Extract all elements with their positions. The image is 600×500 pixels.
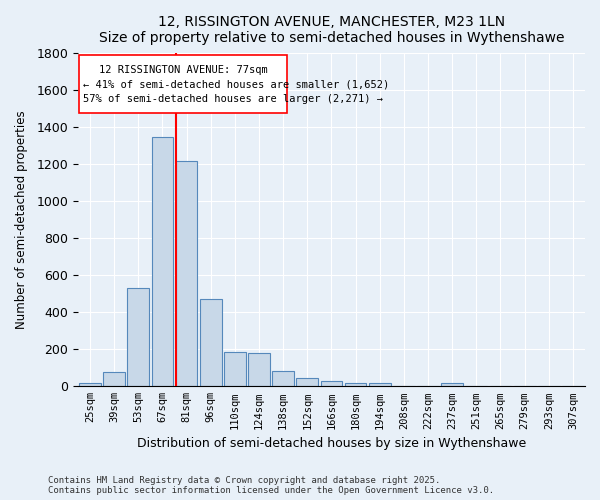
Text: 12 RISSINGTON AVENUE: 77sqm: 12 RISSINGTON AVENUE: 77sqm (98, 66, 268, 76)
Text: 57% of semi-detached houses are larger (2,271) →: 57% of semi-detached houses are larger (… (83, 94, 383, 104)
Bar (320, 381, 343, 386)
Text: Contains HM Land Registry data © Crown copyright and database right 2025.
Contai: Contains HM Land Registry data © Crown c… (48, 476, 494, 495)
Bar (224, 352, 246, 386)
Bar (272, 370, 294, 386)
Text: ← 41% of semi-detached houses are smaller (1,652): ← 41% of semi-detached houses are smalle… (83, 79, 389, 89)
Bar (103, 372, 125, 386)
Bar (176, 160, 197, 386)
Bar (296, 378, 318, 386)
Bar (345, 382, 367, 386)
Title: 12, RISSINGTON AVENUE, MANCHESTER, M23 1LN
Size of property relative to semi-det: 12, RISSINGTON AVENUE, MANCHESTER, M23 1… (99, 15, 564, 45)
X-axis label: Distribution of semi-detached houses by size in Wythenshawe: Distribution of semi-detached houses by … (137, 437, 526, 450)
Bar (248, 353, 270, 386)
FancyBboxPatch shape (79, 55, 287, 112)
Bar (152, 136, 173, 386)
Y-axis label: Number of semi-detached properties: Number of semi-detached properties (15, 110, 28, 329)
Bar (369, 382, 391, 386)
Bar (79, 383, 101, 386)
Bar (442, 382, 463, 386)
Bar (200, 300, 221, 386)
Bar (127, 288, 149, 386)
